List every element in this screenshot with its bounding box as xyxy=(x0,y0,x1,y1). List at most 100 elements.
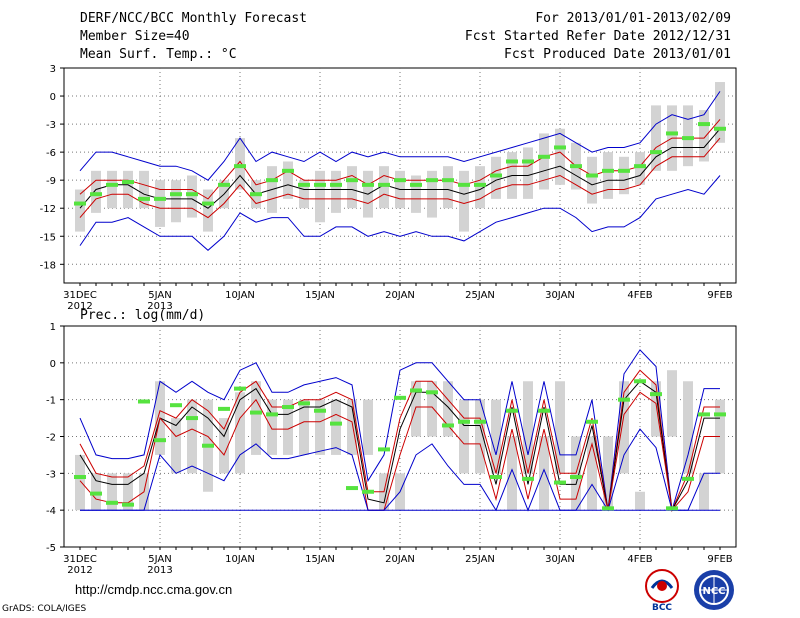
chart0-xtick-label: 10JAN xyxy=(225,290,255,301)
chart1-median-marker xyxy=(234,386,246,391)
chart1-median-marker xyxy=(378,447,390,452)
chart1-median-marker xyxy=(346,486,358,491)
bcc-logo: BCC xyxy=(645,569,679,612)
chart0-median-marker xyxy=(74,201,86,206)
chart0-median-marker xyxy=(186,192,198,197)
chart0-median-marker xyxy=(314,182,326,187)
chart1-ytick-label: -3 xyxy=(46,469,56,480)
chart0-box xyxy=(331,170,341,213)
chart0-ytick-label: -12 xyxy=(40,204,56,215)
chart0-median-marker xyxy=(266,178,278,183)
chart0-median-marker xyxy=(586,173,598,178)
chart1-line-max xyxy=(79,349,720,511)
chart1-box xyxy=(219,418,229,474)
chart1-median-marker xyxy=(650,392,662,397)
website-link[interactable]: http://cmdp.ncc.cma.gov.cn xyxy=(75,582,233,597)
chart1-box xyxy=(123,473,133,511)
chart1-median-marker xyxy=(106,500,118,505)
chart0-box xyxy=(683,105,693,167)
chart1-box xyxy=(347,399,357,455)
chart0-median-marker xyxy=(650,150,662,155)
chart1-median-marker xyxy=(314,408,326,413)
chart1-median-marker xyxy=(554,480,566,485)
chart0-xtick-label: 30JAN xyxy=(545,290,575,301)
chart1-median-marker xyxy=(298,401,310,406)
chart0-median-marker xyxy=(410,182,422,187)
chart0-box xyxy=(635,152,645,185)
chart1-box xyxy=(171,418,181,474)
chart0-median-marker xyxy=(698,122,710,127)
chart0-median-marker xyxy=(330,182,342,187)
chart0-box xyxy=(91,170,101,213)
member-size: Member Size=40 xyxy=(80,29,190,44)
chart1-box xyxy=(699,473,709,511)
chart0-box xyxy=(411,175,421,213)
chart1-box xyxy=(299,399,309,455)
chart1-box xyxy=(523,381,533,474)
chart1-median-marker xyxy=(186,416,198,421)
chart1-box xyxy=(411,381,421,437)
chart0-box xyxy=(315,170,325,223)
chart1-ytick-label: 0 xyxy=(50,359,56,370)
chart1-median-marker xyxy=(394,395,406,400)
chart1-box xyxy=(235,392,245,474)
chart0-ytick-label: -18 xyxy=(40,260,56,271)
chart0-median-marker xyxy=(570,164,582,169)
chart0-box xyxy=(171,180,181,223)
chart1-median-marker xyxy=(90,491,102,496)
chart0-box xyxy=(603,152,613,199)
chart0-median-marker xyxy=(714,126,726,131)
chart0-median-marker xyxy=(154,196,166,201)
chart0-median-marker xyxy=(538,154,550,159)
chart1-box xyxy=(187,399,197,474)
forecast-period: For 2013/01/01-2013/02/09 xyxy=(535,11,731,26)
chart0-box xyxy=(187,175,197,218)
chart1-box xyxy=(267,399,277,455)
chart0-ytick-label: -3 xyxy=(46,120,56,131)
variable-label: Mean Surf. Temp.: °C xyxy=(80,47,237,62)
chart0-median-marker xyxy=(298,182,310,187)
chart1-xtick-label: 9FEB xyxy=(707,554,732,565)
chart0-median-marker xyxy=(634,164,646,169)
chart0-median-marker xyxy=(138,196,150,201)
chart0-median-marker xyxy=(362,182,374,187)
chart1-ytick-label: -1 xyxy=(46,396,56,407)
chart1-median-marker xyxy=(250,410,262,415)
chart0-median-marker xyxy=(234,164,246,169)
chart0-box xyxy=(107,170,117,209)
chart0-box xyxy=(123,170,133,209)
chart1-box xyxy=(107,473,117,511)
chart0-box xyxy=(379,166,389,209)
chart0-box xyxy=(539,133,549,190)
chart1-line-lower xyxy=(79,391,720,512)
chart1-median-marker xyxy=(666,506,678,511)
chart1-median-marker xyxy=(170,403,182,408)
chart1-median-marker xyxy=(570,475,582,480)
chart1-box xyxy=(251,381,261,455)
chart1-box xyxy=(363,399,373,455)
chart1-median-marker xyxy=(138,399,150,404)
chart1-median-marker xyxy=(282,405,294,410)
chart1-ytick-label: -2 xyxy=(46,433,56,444)
chart0-median-marker xyxy=(122,180,134,185)
chart1-box xyxy=(459,399,469,474)
ncc-logo-text: NCC xyxy=(702,586,725,597)
chart1-box xyxy=(443,381,453,437)
chart1-ytick-label: -4 xyxy=(46,506,56,517)
chart0-box xyxy=(523,147,533,199)
chart0-ytick-label: -15 xyxy=(40,232,56,243)
chart0-xtick-label: 31DEC xyxy=(63,290,97,301)
chart0-box xyxy=(155,180,165,227)
chart1-median-marker xyxy=(522,476,534,481)
chart0-box xyxy=(619,156,629,195)
chart0-ytick-label: -6 xyxy=(46,148,56,159)
chart0-median-marker xyxy=(202,201,214,206)
chart0-xtick-label: 4FEB xyxy=(627,290,652,301)
chart0-xtick-label: 15JAN xyxy=(305,290,335,301)
chart1-xtick-label: 30JAN xyxy=(545,554,575,565)
chart1-median-marker xyxy=(490,475,502,480)
chart1-xtick-year: 2012 xyxy=(67,565,92,576)
produced-date: Fcst Produced Date 2013/01/01 xyxy=(504,47,731,62)
chart1-ytick-label: -5 xyxy=(46,543,56,554)
chart0-median-marker xyxy=(218,182,230,187)
